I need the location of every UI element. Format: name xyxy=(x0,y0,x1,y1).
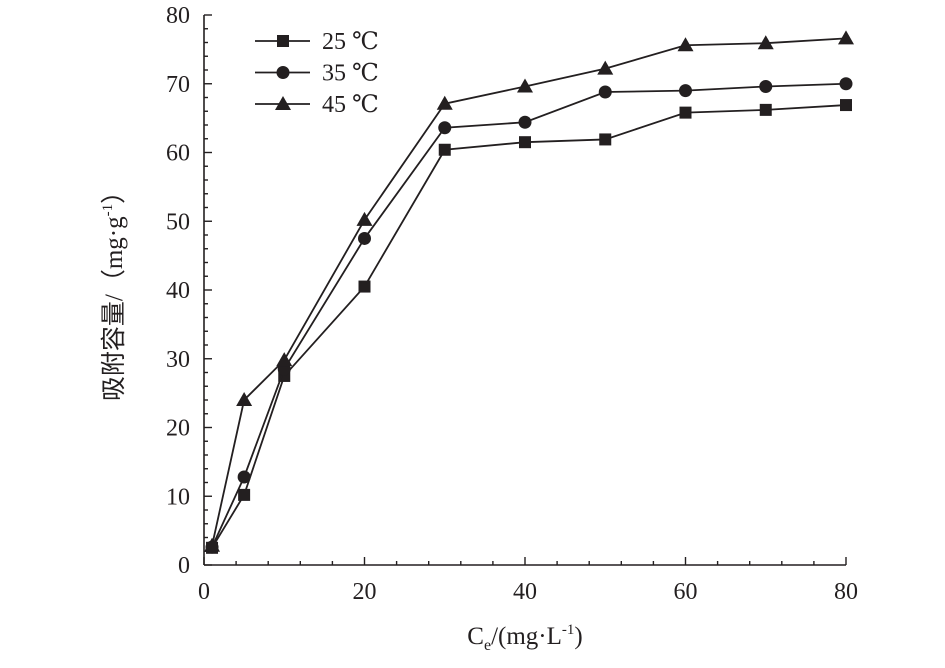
series-line xyxy=(211,104,847,549)
legend-item: 25 ℃ xyxy=(255,29,379,55)
y-tick-label: 80 xyxy=(166,3,190,29)
x-tick-label: 0 xyxy=(198,579,210,605)
data-point xyxy=(236,392,253,406)
data-point xyxy=(436,95,453,110)
legend-label: 35 ℃ xyxy=(322,61,379,87)
y-tick-label: 60 xyxy=(166,141,190,167)
y-tick-label: 10 xyxy=(166,484,190,510)
data-point xyxy=(358,231,371,245)
y-tick-label: 70 xyxy=(166,72,190,98)
series-3 xyxy=(204,30,854,552)
series-group xyxy=(204,30,854,554)
data-point xyxy=(517,78,533,93)
data-point xyxy=(759,80,773,93)
data-point xyxy=(598,85,612,99)
legend: 25 ℃ 35 ℃ 45 ℃ xyxy=(255,29,379,118)
data-point xyxy=(599,133,612,146)
y-tick-label: 50 xyxy=(166,209,190,235)
data-point xyxy=(759,103,772,116)
data-point xyxy=(356,211,373,226)
y-tick-label: 0 xyxy=(178,553,190,579)
series-line xyxy=(211,37,847,546)
x-axis-label-rest: /(mg·L xyxy=(491,623,562,650)
y-axis-label: 吸附容量/（mg·g-1） xyxy=(100,179,128,401)
data-point xyxy=(237,470,251,484)
ticks: 0 10 20 30 40 50 60 70 80 0 20 40 60 80 xyxy=(166,3,858,605)
y-tick-label: 20 xyxy=(166,416,190,442)
y-axis-label-close: ） xyxy=(100,179,128,204)
x-axis-label: Ce/(mg·L-1) xyxy=(467,622,582,654)
y-axis-label-main: 吸附容量/（mg·g xyxy=(100,216,128,401)
data-point xyxy=(518,115,532,129)
y-axis-label-sup: -1 xyxy=(100,204,116,217)
legend-marker xyxy=(276,66,290,79)
data-point xyxy=(757,35,774,50)
axes xyxy=(203,15,846,566)
x-tick-label: 20 xyxy=(353,579,377,605)
data-point xyxy=(838,30,854,45)
data-point xyxy=(276,352,293,367)
series-2 xyxy=(205,77,853,554)
data-point xyxy=(238,488,251,501)
data-point xyxy=(204,537,221,552)
data-point xyxy=(840,99,852,112)
data-point xyxy=(679,106,692,119)
y-tick-label: 30 xyxy=(166,347,190,373)
legend-label: 45 ℃ xyxy=(322,92,379,118)
series-1 xyxy=(206,99,852,554)
x-tick-label: 60 xyxy=(674,579,698,605)
data-point xyxy=(358,280,371,293)
x-axis-label-sup: -1 xyxy=(562,622,575,638)
x-tick-label: 80 xyxy=(834,579,858,605)
legend-marker xyxy=(277,35,289,47)
data-point xyxy=(677,37,694,52)
x-axis-label-close: ) xyxy=(574,623,582,650)
data-point xyxy=(597,60,614,75)
data-point xyxy=(679,84,692,98)
legend-marker xyxy=(275,96,291,110)
legend-item: 35 ℃ xyxy=(255,61,379,87)
x-tick-label: 40 xyxy=(513,579,537,605)
series-line xyxy=(211,82,847,548)
data-point xyxy=(438,143,451,156)
legend-item: 45 ℃ xyxy=(255,92,379,118)
x-axis-label-main: C xyxy=(467,623,484,650)
y-tick-label: 40 xyxy=(166,278,190,304)
legend-label: 25 ℃ xyxy=(322,29,379,55)
data-point xyxy=(839,77,853,91)
data-point xyxy=(519,136,531,149)
data-point xyxy=(438,121,452,135)
x-axis-label-sub: e xyxy=(484,637,491,654)
